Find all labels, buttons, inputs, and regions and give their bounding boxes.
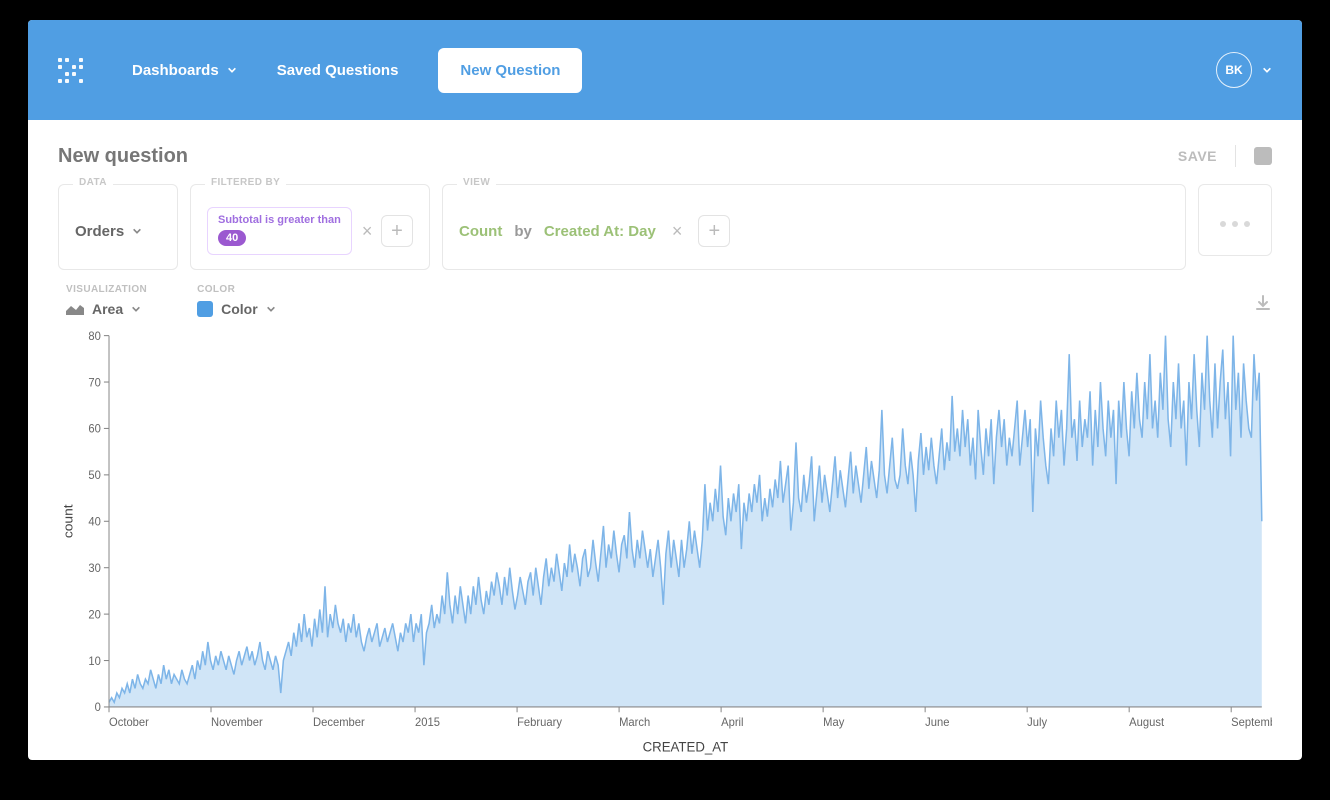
svg-text:70: 70 (88, 377, 100, 389)
svg-text:September: September (1231, 717, 1272, 729)
top-navbar: Dashboards Saved Questions New Question … (28, 20, 1302, 120)
svg-text:0: 0 (95, 702, 101, 714)
data-source-selector[interactable]: Orders (75, 223, 142, 240)
more-options-panel[interactable] (1198, 184, 1272, 256)
svg-text:August: August (1129, 717, 1165, 729)
svg-text:60: 60 (88, 424, 100, 436)
svg-text:CREATED_AT: CREATED_AT (643, 739, 729, 754)
svg-text:March: March (619, 717, 650, 729)
nav-saved-label: Saved Questions (277, 62, 399, 79)
chart-area: 0 10 20 30 40 50 60 70 80 October November December… (58, 325, 1272, 760)
area-chart: 0 10 20 30 40 50 60 70 80 October November December… (58, 325, 1272, 760)
nav-dashboards[interactable]: Dashboards (132, 62, 237, 79)
svg-text:40: 40 (88, 516, 100, 528)
svg-text:April: April (721, 717, 743, 729)
svg-text:February: February (517, 717, 562, 729)
svg-text:50: 50 (88, 470, 100, 482)
new-question-label: New Question (460, 62, 560, 79)
save-button[interactable]: SAVE (1178, 148, 1217, 164)
filter-panel-label: FILTERED BY (205, 177, 286, 188)
divider (1235, 145, 1236, 167)
view-by-label: by (514, 223, 532, 240)
visualization-type: Area (92, 301, 123, 317)
svg-text:80: 80 (88, 331, 100, 343)
data-panel: DATA Orders (58, 184, 178, 270)
area-chart-icon (66, 303, 84, 315)
color-name: Color (221, 301, 258, 317)
filter-value-badge: 40 (218, 230, 246, 246)
data-panel-label: DATA (73, 177, 113, 188)
filter-description: Subtotal is greater than (218, 214, 341, 226)
svg-text:20: 20 (88, 609, 100, 621)
color-label: COLOR (197, 284, 276, 295)
filter-panel: FILTERED BY Subtotal is greater than 40 … (190, 184, 430, 270)
visualization-selector[interactable]: Area (66, 301, 147, 317)
view-panel-label: VIEW (457, 177, 496, 188)
remove-dimension-button[interactable]: × (672, 221, 683, 242)
svg-text:July: July (1027, 717, 1047, 729)
remove-filter-button[interactable]: × (362, 221, 373, 242)
nav-dashboards-label: Dashboards (132, 62, 219, 79)
chevron-down-icon (131, 304, 141, 314)
add-view-button[interactable]: + (698, 215, 730, 247)
view-dimension[interactable]: Created At: Day (544, 223, 656, 240)
nav-saved-questions[interactable]: Saved Questions (277, 62, 399, 79)
more-icon (1220, 221, 1250, 227)
card-icon[interactable] (1254, 147, 1272, 165)
chevron-down-icon (132, 226, 142, 236)
color-selector[interactable]: Color (197, 301, 276, 317)
app-logo[interactable] (58, 58, 82, 82)
svg-text:30: 30 (88, 563, 100, 575)
page-title: New question (58, 145, 188, 168)
download-button[interactable] (1254, 294, 1272, 317)
svg-text:2015: 2015 (415, 717, 440, 729)
add-filter-button[interactable]: + (381, 215, 413, 247)
visualization-label: VISUALIZATION (66, 284, 147, 295)
chevron-down-icon (1262, 65, 1272, 75)
new-question-button[interactable]: New Question (438, 48, 582, 93)
view-panel: VIEW Count by Created At: Day × + (442, 184, 1186, 270)
view-metric[interactable]: Count (459, 223, 502, 240)
data-source-name: Orders (75, 223, 124, 240)
svg-text:May: May (823, 717, 844, 729)
svg-text:December: December (313, 717, 365, 729)
svg-text:count: count (61, 504, 76, 538)
filter-chip[interactable]: Subtotal is greater than 40 (207, 207, 352, 255)
user-menu[interactable]: BK (1216, 52, 1272, 88)
user-avatar: BK (1216, 52, 1252, 88)
svg-text:October: October (109, 717, 149, 729)
color-swatch (197, 301, 213, 317)
chevron-down-icon (266, 304, 276, 314)
svg-text:November: November (211, 717, 263, 729)
svg-text:10: 10 (88, 656, 100, 668)
svg-text:June: June (925, 717, 949, 729)
